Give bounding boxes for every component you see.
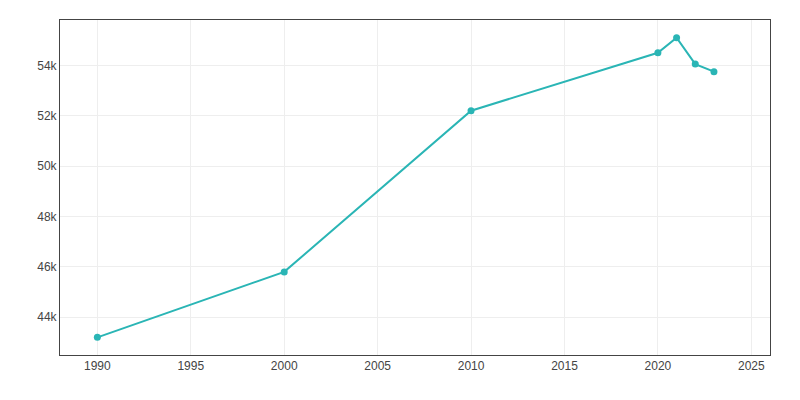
svg-text:54k: 54k (37, 59, 57, 73)
svg-text:1995: 1995 (177, 359, 204, 373)
svg-text:2000: 2000 (271, 359, 298, 373)
svg-text:2010: 2010 (458, 359, 485, 373)
svg-text:46k: 46k (37, 260, 57, 274)
svg-text:52k: 52k (37, 109, 57, 123)
svg-text:2005: 2005 (364, 359, 391, 373)
svg-text:1990: 1990 (84, 359, 111, 373)
svg-text:50k: 50k (37, 159, 57, 173)
svg-text:2020: 2020 (645, 359, 672, 373)
svg-text:2015: 2015 (551, 359, 578, 373)
svg-text:44k: 44k (37, 310, 57, 324)
svg-text:2025: 2025 (738, 359, 765, 373)
svg-text:48k: 48k (37, 210, 57, 224)
